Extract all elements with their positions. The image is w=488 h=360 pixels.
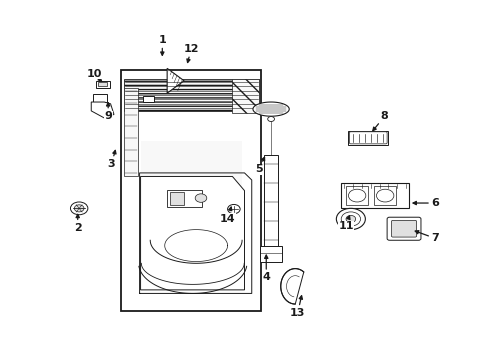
Circle shape bbox=[336, 208, 365, 230]
Text: 10: 10 bbox=[87, 69, 102, 81]
Bar bbox=[232, 79, 259, 113]
Bar bbox=[348, 131, 387, 145]
Polygon shape bbox=[252, 102, 288, 116]
Circle shape bbox=[227, 204, 240, 214]
Text: 14: 14 bbox=[219, 207, 235, 224]
Circle shape bbox=[376, 189, 393, 202]
Bar bbox=[373, 186, 395, 205]
Bar bbox=[341, 183, 408, 208]
Text: 11: 11 bbox=[338, 216, 353, 231]
Polygon shape bbox=[167, 68, 183, 93]
Circle shape bbox=[341, 212, 360, 226]
Bar bbox=[346, 186, 367, 205]
Circle shape bbox=[346, 215, 355, 222]
FancyBboxPatch shape bbox=[391, 220, 416, 237]
Bar bbox=[96, 81, 109, 88]
Bar bbox=[264, 155, 278, 247]
Text: 7: 7 bbox=[414, 231, 438, 243]
Bar bbox=[260, 246, 281, 261]
Bar bbox=[121, 70, 261, 311]
Text: 8: 8 bbox=[372, 111, 388, 131]
Bar bbox=[93, 94, 106, 102]
Text: 2: 2 bbox=[74, 214, 81, 233]
Text: 1: 1 bbox=[158, 35, 166, 55]
Circle shape bbox=[70, 202, 88, 215]
Text: 4: 4 bbox=[262, 255, 270, 283]
Bar bbox=[98, 82, 107, 86]
Bar bbox=[123, 79, 259, 111]
Circle shape bbox=[348, 189, 365, 202]
Circle shape bbox=[74, 205, 84, 212]
Bar bbox=[142, 96, 153, 102]
Text: 13: 13 bbox=[289, 296, 305, 318]
Bar bbox=[167, 190, 202, 207]
Polygon shape bbox=[91, 102, 114, 118]
Text: 5: 5 bbox=[255, 157, 264, 174]
Text: 9: 9 bbox=[104, 103, 112, 121]
FancyBboxPatch shape bbox=[386, 217, 420, 240]
Text: 3: 3 bbox=[107, 150, 116, 169]
FancyBboxPatch shape bbox=[349, 132, 386, 144]
Text: 6: 6 bbox=[412, 198, 439, 208]
Bar bbox=[140, 141, 242, 290]
Polygon shape bbox=[140, 176, 244, 290]
Bar bbox=[123, 88, 138, 176]
Circle shape bbox=[195, 194, 206, 202]
Circle shape bbox=[267, 117, 274, 122]
Text: 12: 12 bbox=[183, 44, 199, 63]
Bar bbox=[169, 192, 183, 205]
Polygon shape bbox=[280, 269, 303, 304]
